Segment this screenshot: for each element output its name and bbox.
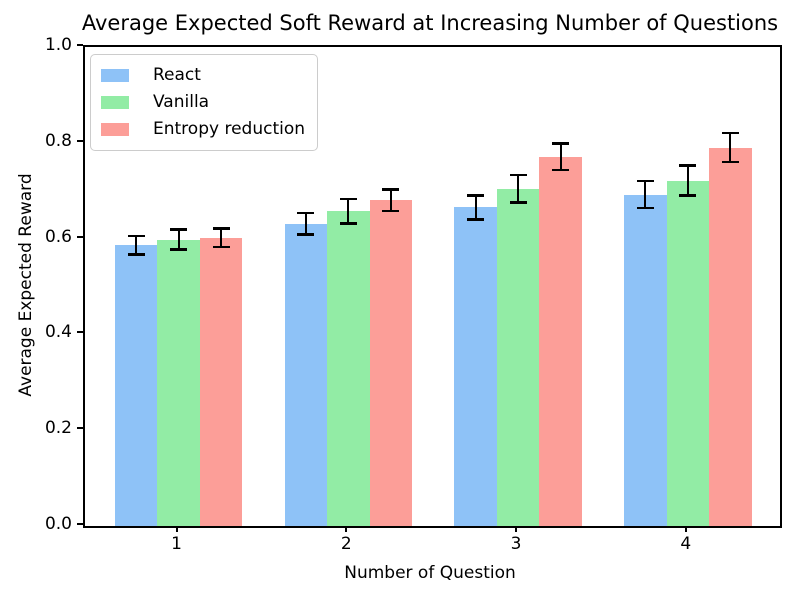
x-tick-label: 1	[171, 534, 182, 554]
error-cap-bottom-react-2	[297, 233, 315, 236]
error-cap-bottom-vanilla-3	[509, 201, 527, 204]
error-cap-top-entropy-reduction-4	[721, 131, 739, 135]
error-cap-top-vanilla-2	[339, 197, 357, 201]
y-tick-mark	[77, 139, 83, 142]
error-bar-react-3	[474, 195, 477, 220]
error-cap-bottom-react-3	[467, 218, 484, 221]
x-tick-mark	[515, 526, 517, 532]
legend-label: Entropy reduction	[153, 119, 306, 139]
y-tick-label: 0.0	[44, 514, 72, 534]
y-axis-label: Average Expected Reward	[16, 173, 36, 397]
error-bar-entropy-reduction-4	[729, 132, 732, 163]
legend-item: Entropy reduction	[101, 116, 317, 143]
error-bar-vanilla-2	[347, 198, 350, 224]
y-tick-label: 0.2	[44, 418, 72, 439]
x-axis-label: Number of Question	[344, 563, 516, 583]
error-cap-top-entropy-reduction-3	[552, 142, 569, 145]
y-tick-mark	[77, 427, 83, 430]
error-bar-react-1	[135, 235, 137, 255]
legend: React Vanilla Entropy reduction	[90, 54, 318, 151]
y-tick-mark	[77, 523, 83, 525]
error-cap-top-react-2	[297, 211, 315, 215]
error-cap-top-entropy-reduction-1	[212, 227, 230, 230]
error-bar-react-2	[304, 212, 307, 235]
x-tick-label: 3	[510, 534, 522, 554]
bar-entropy-reduction-4	[709, 147, 752, 526]
error-cap-bottom-entropy-reduction-3	[552, 168, 569, 172]
error-bar-entropy-reduction-2	[389, 189, 392, 212]
bar-entropy-reduction-1	[199, 237, 243, 526]
y-tick-label: 0.6	[44, 226, 72, 247]
error-cap-bottom-vanilla-1	[170, 248, 187, 251]
bar-react-1	[114, 245, 158, 526]
y-tick-label: 0.4	[44, 322, 72, 343]
error-cap-top-react-1	[127, 234, 145, 238]
error-bar-entropy-reduction-1	[220, 228, 222, 248]
legend-item: Vanilla	[101, 89, 317, 116]
error-cap-bottom-vanilla-4	[679, 194, 697, 197]
bar-entropy-reduction-3	[539, 156, 582, 526]
y-tick-label: 0.8	[44, 130, 72, 151]
error-bar-entropy-reduction-3	[559, 143, 562, 171]
legend-item: React	[101, 62, 317, 89]
error-cap-bottom-entropy-reduction-2	[382, 209, 400, 213]
error-cap-top-vanilla-3	[509, 173, 527, 177]
error-cap-top-react-4	[636, 179, 654, 183]
legend-label: React	[153, 65, 201, 85]
error-cap-bottom-react-1	[127, 253, 145, 256]
error-cap-top-entropy-reduction-2	[382, 188, 400, 191]
legend-swatch-entropy-reduction	[101, 123, 129, 136]
error-cap-bottom-react-4	[636, 206, 654, 210]
error-cap-bottom-vanilla-2	[339, 222, 357, 225]
bar-react-2	[284, 223, 327, 526]
error-cap-top-vanilla-1	[170, 228, 187, 231]
y-tick-mark	[77, 44, 83, 46]
chart-title: Average Expected Soft Reward at Increasi…	[81, 11, 779, 35]
y-tick-label: 1.0	[44, 35, 72, 55]
bar-vanilla-3	[496, 188, 540, 526]
error-cap-bottom-entropy-reduction-1	[212, 245, 230, 249]
bar-entropy-reduction-2	[369, 200, 412, 526]
bar-vanilla-4	[666, 180, 709, 526]
bar-react-4	[624, 194, 667, 526]
x-tick-mark	[684, 526, 687, 532]
y-tick-mark	[77, 331, 83, 334]
legend-swatch-react	[101, 69, 129, 82]
error-bar-vanilla-3	[517, 174, 519, 203]
x-tick-mark	[175, 526, 178, 532]
bar-vanilla-1	[157, 239, 200, 526]
legend-label: Vanilla	[153, 92, 210, 112]
error-cap-top-vanilla-4	[679, 164, 697, 167]
error-bar-react-4	[644, 180, 647, 209]
x-tick-label: 4	[680, 534, 692, 554]
x-tick-mark	[345, 526, 348, 532]
error-cap-bottom-entropy-reduction-4	[721, 160, 739, 164]
error-bar-vanilla-1	[177, 229, 180, 250]
legend-swatch-vanilla	[101, 96, 129, 109]
y-tick-mark	[77, 235, 83, 238]
bar-vanilla-2	[327, 211, 370, 526]
error-bar-vanilla-4	[686, 165, 689, 196]
error-cap-top-react-3	[467, 194, 484, 197]
x-tick-label: 2	[340, 534, 352, 554]
bar-react-3	[454, 207, 497, 526]
plot-area: React Vanilla Entropy reduction	[83, 45, 782, 528]
